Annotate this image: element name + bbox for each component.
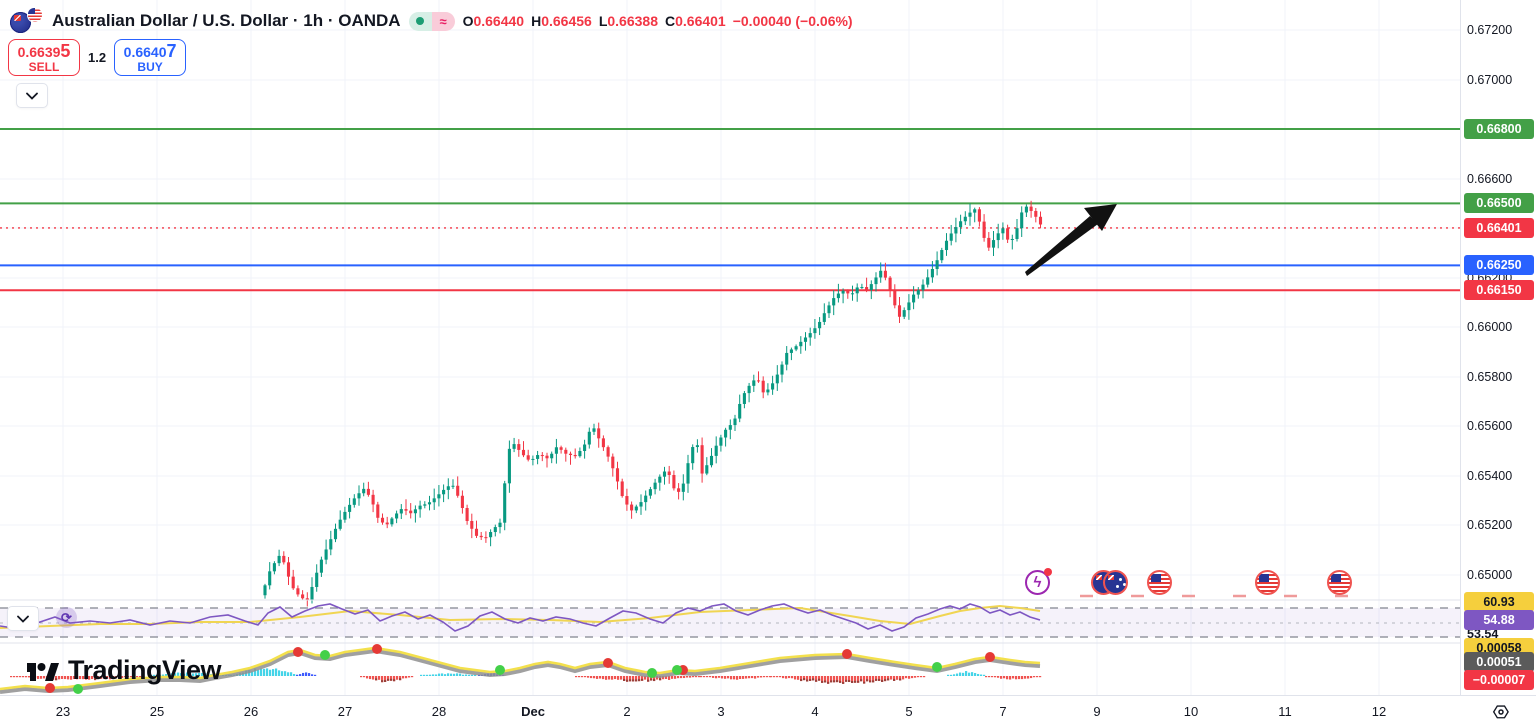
delayed-data-icon: ≈: [431, 11, 455, 31]
time-tick: 9: [1093, 704, 1101, 719]
price-tick: 0.65000: [1467, 568, 1513, 582]
time-tick: 7: [999, 704, 1007, 719]
buy-price: 0.6640: [123, 43, 167, 60]
sell-price: 0.6639: [17, 43, 61, 60]
axis-settings-icon[interactable]: [1488, 699, 1514, 725]
time-tick: 25: [149, 704, 165, 719]
time-tick: 27: [337, 704, 353, 719]
economic-event-icon[interactable]: ϟ: [1025, 568, 1052, 595]
rsi-value-label: 60.93: [1464, 592, 1534, 612]
us-event-flag-icon[interactable]: [1255, 570, 1280, 595]
time-tick: 23: [55, 704, 71, 719]
ohlc-l: L0.66388: [598, 13, 658, 29]
pair-name: Australian Dollar / U.S. Dollar: [52, 11, 289, 30]
ohlc-c: C0.66401: [664, 13, 726, 29]
au-event-flag-icon[interactable]: [1091, 570, 1128, 595]
price-tick: 0.65200: [1467, 518, 1513, 532]
pair-logo-icon[interactable]: [10, 8, 44, 34]
rsi-value-label: 54.88: [1464, 610, 1534, 630]
sell-button[interactable]: 0.66395 SELL: [8, 39, 80, 76]
indicator-value-label: 0.00051: [1464, 652, 1534, 672]
interval-exchange: · 1h · OANDA: [292, 11, 401, 30]
main-pane-collapse-button[interactable]: [16, 83, 48, 108]
price-level-label: 0.66150: [1464, 280, 1534, 301]
price-tick: 0.66000: [1467, 320, 1513, 334]
price-tick: 0.67000: [1467, 73, 1513, 87]
price-tick: 0.65400: [1467, 469, 1513, 483]
time-tick: 3: [717, 704, 725, 719]
sell-price-pip: 5: [60, 40, 71, 61]
spread-value: 1.2: [88, 50, 107, 65]
time-tick: 28: [431, 704, 447, 719]
current-price-label: 0.66401: [1464, 217, 1534, 238]
price-tick: 0.65800: [1467, 370, 1513, 384]
us-event-flag-icon[interactable]: [1327, 570, 1352, 595]
ohlc-h: H0.66456: [531, 13, 592, 29]
time-tick: 10: [1183, 704, 1199, 719]
price-axis[interactable]: 0.67200 0.67000 0.66600 0.66200 0.66000 0.658…: [1460, 0, 1536, 695]
symbol-title[interactable]: Australian Dollar / U.S. Dollar · 1h · O…: [52, 11, 401, 31]
time-tick: 5: [905, 704, 913, 719]
rsi-pane-collapse-button[interactable]: [7, 606, 39, 631]
rsi-value-label: 53.54: [1467, 627, 1499, 641]
tradingview-logo-text: TradingView: [68, 655, 222, 685]
market-open-icon: [408, 11, 432, 31]
tradingview-watermark[interactable]: TradingView: [26, 655, 222, 686]
chevron-down-icon: [17, 615, 29, 623]
tradingview-logo-icon: [27, 662, 59, 681]
sell-label: SELL: [28, 59, 60, 74]
price-level-label: 0.66800: [1464, 119, 1534, 139]
chevron-down-icon: [26, 92, 38, 100]
buy-button[interactable]: 0.66407 BUY: [114, 39, 187, 76]
rsi-refresh-icon[interactable]: ⟳: [56, 607, 77, 628]
buy-label: BUY: [137, 59, 163, 74]
time-axis[interactable]: 23 25 26 27 28 Dec 2 3 4 5 7 9 10 11 12: [0, 695, 1536, 727]
time-tick: Dec: [521, 704, 545, 719]
time-tick: 12: [1371, 704, 1387, 719]
price-tick: 0.65600: [1467, 419, 1513, 433]
ohlc-values: O0.66440 H0.66456 L0.66388 C0.66401 −0.00040…: [463, 13, 853, 29]
time-tick: 2: [623, 704, 631, 719]
buy-price-pip: 7: [166, 40, 177, 61]
price-tick: 0.67200: [1467, 23, 1513, 37]
us-event-flag-icon[interactable]: [1147, 570, 1172, 595]
symbol-header: Australian Dollar / U.S. Dollar · 1h · O…: [10, 8, 853, 34]
price-tick: 0.66600: [1467, 172, 1513, 186]
time-tick: 4: [811, 704, 819, 719]
change-value: −0.00040 (−0.06%): [732, 13, 853, 29]
price-level-label: 0.66250: [1464, 255, 1534, 276]
ohlc-o: O0.66440: [462, 13, 525, 29]
time-tick: 26: [243, 704, 259, 719]
market-status-pill[interactable]: ≈: [408, 11, 455, 31]
trade-panel: 0.66395 SELL 1.2 0.66407 BUY: [8, 39, 187, 76]
indicator-value-label: −0.00007: [1464, 670, 1534, 690]
price-level-label: 0.66500: [1464, 193, 1534, 214]
time-tick: 11: [1278, 704, 1292, 719]
